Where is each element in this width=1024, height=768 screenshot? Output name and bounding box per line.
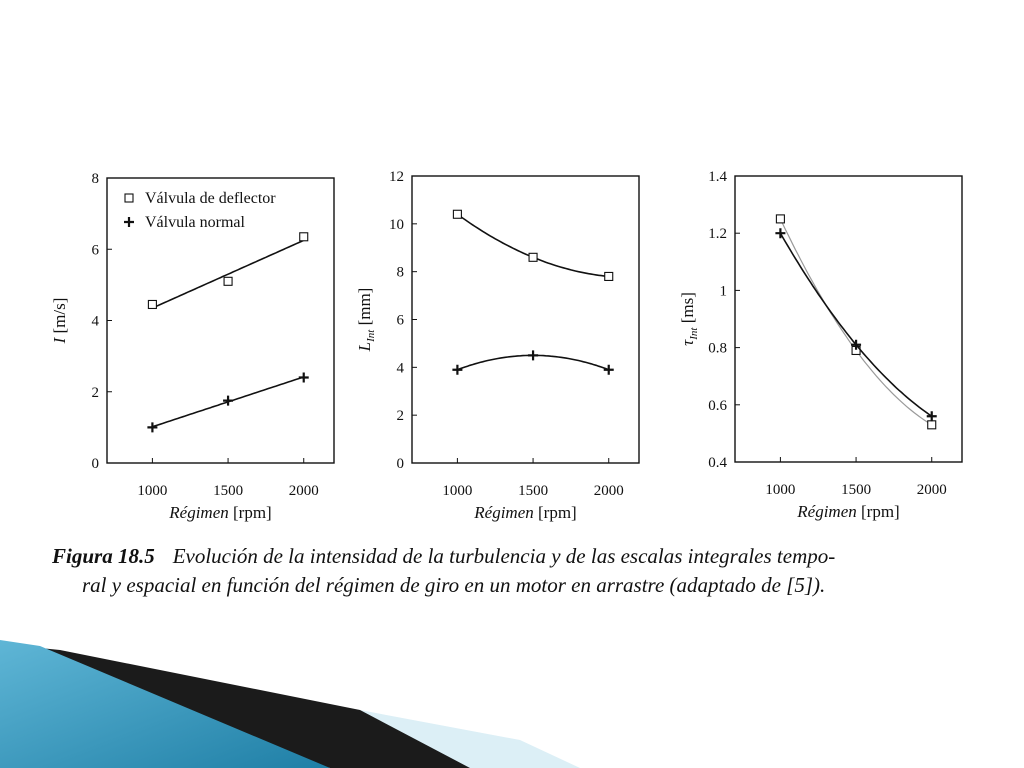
chart-panel-3: 0.4 0.6 0.8 1 1.2 1.4 1000 1500 2000 Régimen [rpm…	[678, 169, 963, 521]
deco-dark-band	[0, 644, 470, 768]
x-axis-label-unit: [rpm]	[534, 503, 577, 522]
x-axis-label-unit: [rpm]	[857, 502, 900, 521]
y-tick-label: 6	[397, 313, 405, 329]
y-axis-label-unit: [ms]	[678, 292, 697, 327]
y-axis-label-symbol: I	[50, 336, 69, 344]
y-axis-label-symbol: τ	[678, 339, 697, 346]
caption-line-1: Evolución de la intensidad de la turbule…	[172, 544, 836, 568]
series-line-1	[152, 239, 305, 309]
data-point-plus	[147, 422, 158, 433]
x-tick-label: 2000	[594, 483, 624, 499]
y-tick-label: 12	[389, 169, 404, 185]
caption-line-2: ral y espacial en función del régimen de…	[82, 573, 826, 597]
data-point-plus	[851, 339, 862, 350]
legend-marker-square	[124, 193, 134, 203]
figure-caption: Figura 18.5 Evolución de la intensidad de…	[52, 542, 992, 600]
slide-decoration	[0, 640, 580, 768]
data-point-square	[452, 209, 462, 219]
y-tick-label: 0.4	[708, 455, 727, 471]
x-tick-label: 1000	[765, 482, 795, 498]
deco-blue-band	[0, 640, 330, 768]
y-axis-label: I [m/s]	[50, 298, 69, 345]
data-point-plus	[775, 228, 786, 239]
y-axis-label-subscript: Int	[365, 329, 377, 343]
y-tick-label: 0	[92, 456, 100, 472]
y-axis-label: τInt [ms]	[678, 292, 700, 346]
x-tick-label: 1000	[442, 483, 472, 499]
series-line-1	[779, 218, 933, 426]
y-tick-label: 4	[397, 360, 405, 376]
x-axis-label-name: Régimen	[796, 502, 856, 521]
legend-entry: Válvula normal	[145, 214, 246, 231]
legend-entry: Válvula de deflector	[145, 190, 276, 207]
data-point-plus	[528, 350, 539, 361]
y-tick-label: 0.6	[708, 398, 727, 414]
data-point-square	[775, 214, 785, 224]
y-axis-label-symbol: L	[355, 342, 374, 352]
series-line-2	[779, 232, 933, 417]
x-tick-label: 1500	[213, 483, 243, 499]
plot-frame	[734, 175, 963, 463]
y-axis-label-unit: [mm]	[355, 288, 374, 330]
x-axis-label-name: Régimen	[473, 503, 533, 522]
x-axis-label: Régimen [rpm]	[473, 503, 576, 522]
y-tick-label: 6	[92, 242, 100, 258]
x-axis-label-name: Régimen	[168, 503, 228, 522]
legend-marker-plus	[124, 217, 134, 227]
data-point-square	[528, 252, 538, 262]
chart-panel-2: 0 2 4 6 8 10 12 1000 1500 2000 Régimen [rpm] LInt […	[355, 169, 640, 522]
x-tick-label: 1500	[518, 483, 548, 499]
y-tick-label: 1	[720, 283, 728, 299]
y-axis-label-subscript: Int	[688, 327, 700, 341]
y-tick-label: 0	[397, 456, 405, 472]
y-tick-label: 8	[397, 265, 405, 281]
data-point-square	[299, 232, 309, 242]
y-tick-label: 1.2	[708, 226, 727, 242]
series-line-1	[456, 213, 609, 278]
x-tick-label: 1000	[137, 483, 167, 499]
y-axis-label: LInt [mm]	[355, 288, 377, 353]
data-point-plus	[298, 372, 309, 383]
data-point-square	[927, 420, 937, 430]
data-point-plus	[926, 411, 937, 422]
y-axis-label-unit: [m/s]	[50, 298, 69, 338]
y-tick-label: 0.8	[708, 341, 727, 357]
data-point-square	[604, 271, 614, 282]
data-point-plus	[223, 395, 234, 406]
x-tick-label: 1500	[841, 482, 871, 498]
plot-frame	[411, 175, 640, 464]
data-point-plus	[452, 364, 463, 375]
chart-panel-1: 0 2 4 6 8 1000 1500 2000 Régimen [rpm] I [m/s] Vál…	[50, 171, 335, 522]
data-point-plus	[603, 364, 614, 375]
y-tick-label: 2	[92, 385, 100, 401]
x-axis-label-unit: [rpm]	[229, 503, 272, 522]
x-axis-label: Régimen [rpm]	[796, 502, 899, 521]
data-point-square	[147, 299, 157, 310]
x-axis-label: Régimen [rpm]	[168, 503, 271, 522]
x-tick-label: 2000	[289, 483, 319, 499]
data-point-square	[223, 276, 233, 286]
y-tick-label: 10	[389, 217, 404, 233]
y-tick-label: 8	[92, 171, 100, 187]
caption-figure-label: Figura 18.5	[52, 544, 155, 568]
y-tick-label: 2	[397, 408, 405, 424]
y-tick-label: 1.4	[708, 169, 727, 185]
y-tick-label: 4	[92, 314, 100, 330]
x-tick-label: 2000	[917, 482, 947, 498]
